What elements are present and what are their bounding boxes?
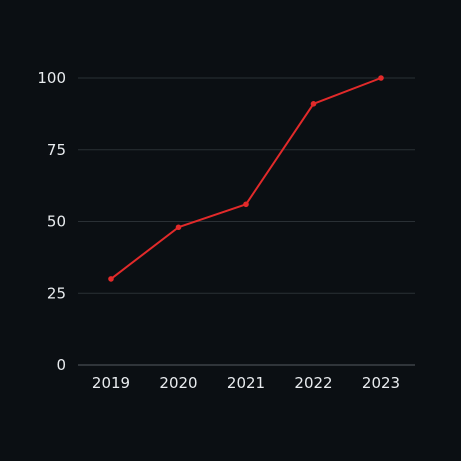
- grid-lines: [78, 77, 415, 366]
- x-tick-label: 2021: [227, 374, 265, 392]
- data-point: [108, 276, 114, 282]
- data-point: [378, 75, 384, 81]
- data-point: [175, 224, 182, 231]
- x-tick-label: 2020: [159, 374, 197, 392]
- data-point: [310, 101, 317, 107]
- y-axis-ticks: 0 25 50 75 100: [37, 69, 66, 374]
- y-tick-label: 75: [47, 141, 66, 159]
- series-line: [110, 77, 382, 280]
- y-tick-label: 25: [47, 284, 66, 302]
- y-tick-label: 50: [47, 213, 66, 231]
- x-tick-label: 2022: [294, 374, 332, 392]
- data-point: [243, 201, 249, 208]
- series-layer: [108, 75, 384, 282]
- y-tick-label: 100: [37, 69, 66, 87]
- x-tick-label: 2023: [362, 374, 400, 392]
- y-tick-label: 0: [56, 356, 66, 374]
- x-axis-ticks: 2019 2020 2021 2022 2023: [92, 374, 400, 392]
- x-tick-label: 2019: [92, 374, 130, 392]
